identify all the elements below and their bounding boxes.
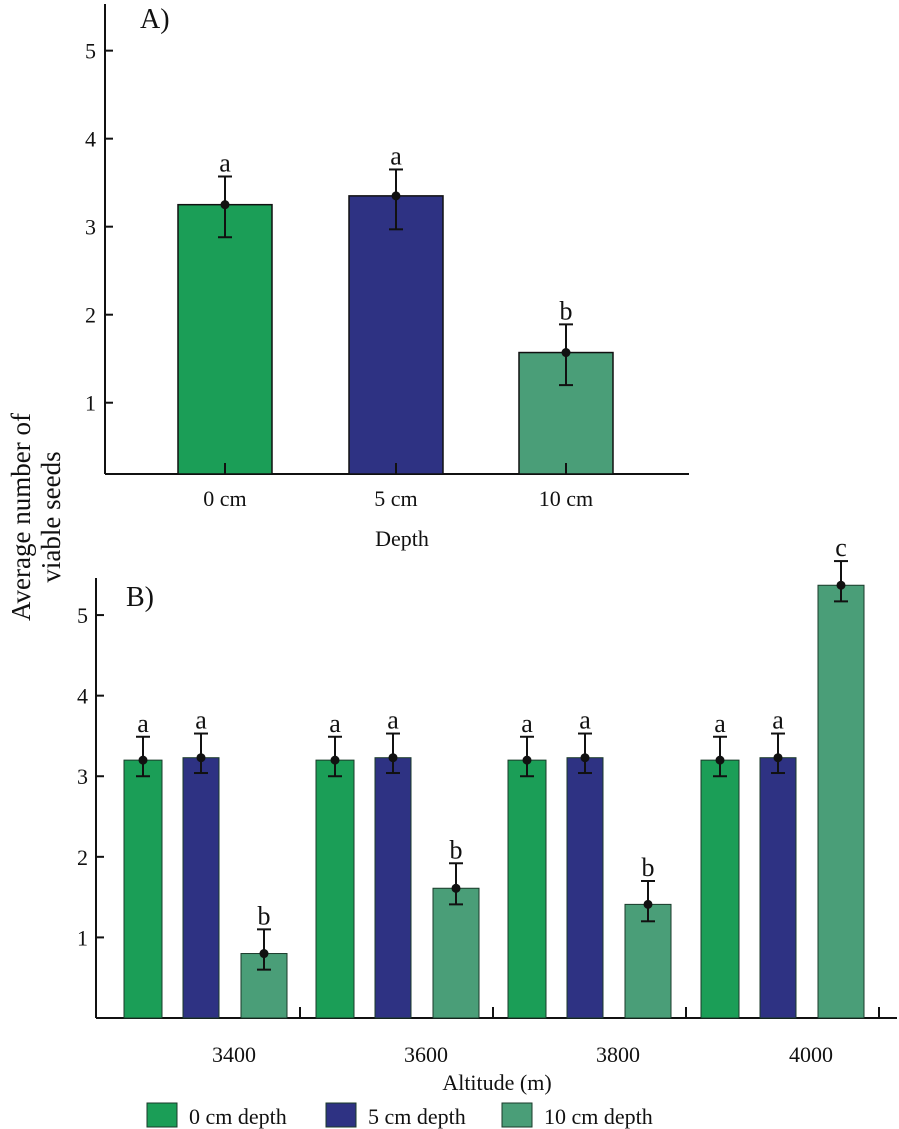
panel-a-significance-letter: a (390, 141, 402, 170)
panel-b-significance-letter: a (195, 706, 207, 735)
panel-a-x-tick-label: 10 cm (539, 486, 593, 511)
legend-label-d0: 0 cm depth (189, 1104, 287, 1129)
panel-a-x-tick-label: 5 cm (374, 486, 417, 511)
panel-b-mean-point (522, 755, 532, 765)
panel-b-significance-letter: c (835, 533, 847, 562)
panel-b-label: B) (126, 582, 154, 613)
panel-b-significance-letter: a (387, 706, 399, 735)
panel-b-bar (759, 757, 797, 1019)
panel-b-significance-letter: a (137, 709, 149, 738)
panel-b-y-tick-label: 5 (77, 603, 88, 628)
panel-a-mean-point (220, 200, 230, 210)
panel-a-y-tick-label: 2 (85, 303, 96, 328)
panel-b-mean-point (451, 883, 461, 893)
panel-a-y-tick-label: 3 (85, 215, 96, 240)
panel-b-bar (507, 759, 547, 1019)
panel-b-significance-letter: a (579, 706, 591, 735)
panel-b-bar (566, 757, 604, 1019)
legend-swatch-d10 (501, 1102, 533, 1128)
panel-b-bar (817, 584, 865, 1019)
panel-b-x-axis-title: Altitude (m) (442, 1070, 551, 1095)
panel-b-significance-letter: a (521, 709, 533, 738)
panel-a-significance-letter: a (219, 149, 231, 178)
panel-b-bar (432, 887, 480, 1019)
panel-b-bar (123, 759, 163, 1019)
panel-a-y-tick-label: 4 (85, 127, 96, 152)
legend-swatch-d5 (325, 1102, 357, 1128)
panel-b-bar (182, 757, 220, 1019)
panel-a: A) 1 2 3 4 5 a a b 0 cm 5 cm 10 cm Depth (85, 4, 689, 551)
panel-b-mean-point (330, 755, 340, 765)
panel-b-y-tick-label: 1 (77, 925, 88, 950)
panel-b-significance-letter: a (329, 709, 341, 738)
panel-b-significance-letter: a (772, 706, 784, 735)
panel-b-significance-letter: b (642, 853, 655, 882)
panel-b-mean-point (773, 753, 783, 763)
panel-b-significance-letter: b (258, 901, 271, 930)
panel-a-y-tick-label: 1 (85, 391, 96, 416)
panel-b-mean-point (259, 949, 269, 959)
panel-b-bar (374, 757, 412, 1019)
panel-a-x-axis-title: Depth (375, 526, 429, 551)
panel-a-x-tick-label: 0 cm (203, 486, 246, 511)
panel-b-bar (624, 903, 672, 1019)
legend-label-d5: 5 cm depth (368, 1104, 466, 1129)
panel-b-bar (315, 759, 355, 1019)
panel-b-mean-point (580, 753, 590, 763)
panel-b-mean-point (138, 755, 148, 765)
panel-b-x-tick-label: 3400 (212, 1042, 256, 1067)
panel-b-x-tick-label: 4000 (789, 1042, 833, 1067)
panel-b-mean-point (643, 899, 653, 909)
panel-a-significance-letter: b (560, 296, 573, 325)
panel-b-mean-point (388, 753, 398, 763)
legend-label-d10: 10 cm depth (544, 1104, 653, 1129)
panel-a-bar (348, 195, 444, 475)
panel-b: B) 1 2 3 4 5 a a b a a b a a b a a c 3400 3600 3800 4000 A… (77, 533, 897, 1095)
panel-b-x-tick-label: 3600 (404, 1042, 448, 1067)
legend-swatch-d0 (146, 1102, 178, 1128)
panel-b-y-tick-label: 4 (77, 684, 88, 709)
panel-a-label: A) (140, 4, 170, 35)
panel-b-y-tick-label: 3 (77, 764, 88, 789)
panel-b-mean-point (836, 580, 846, 590)
panel-a-y-tick-label: 5 (85, 39, 96, 64)
y-axis-title-line-2: viable seeds (36, 451, 66, 582)
panel-a-mean-point (561, 348, 571, 358)
y-axis-title-line-1: Average number of (6, 413, 36, 621)
y-axis-title: Average number of viable seeds (6, 413, 66, 621)
panel-a-bar (177, 203, 273, 475)
panel-b-x-tick-label: 3800 (596, 1042, 640, 1067)
panel-b-y-tick-label: 2 (77, 845, 88, 870)
panel-b-significance-letter: a (714, 709, 726, 738)
legend: 0 cm depth 5 cm depth 10 cm depth (146, 1102, 653, 1129)
panel-b-bar (700, 759, 740, 1019)
panel-b-bar (240, 953, 288, 1019)
panel-a-mean-point (391, 191, 401, 201)
panel-b-mean-point (715, 755, 725, 765)
panel-b-mean-point (196, 753, 206, 763)
panel-b-significance-letter: b (450, 835, 463, 864)
